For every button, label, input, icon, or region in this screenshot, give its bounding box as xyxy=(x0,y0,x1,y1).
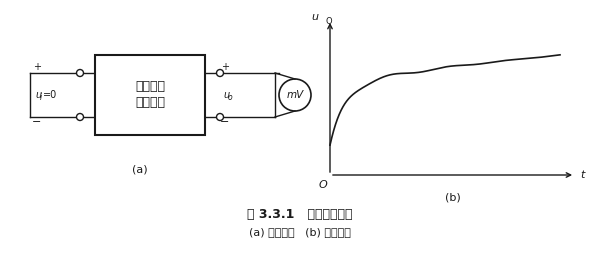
Text: (b): (b) xyxy=(445,192,460,202)
Text: (a) 测试电路   (b) 测试结果: (a) 测试电路 (b) 测试结果 xyxy=(249,227,351,237)
Text: 图 3.3.1   零点漂移现象: 图 3.3.1 零点漂移现象 xyxy=(247,208,353,221)
Circle shape xyxy=(217,113,223,120)
Text: +: + xyxy=(33,62,41,72)
Text: O: O xyxy=(319,180,328,190)
Text: mV: mV xyxy=(286,90,304,100)
Text: u: u xyxy=(311,12,318,22)
Circle shape xyxy=(279,79,311,111)
Text: −: − xyxy=(32,117,41,127)
Text: o: o xyxy=(228,93,233,102)
Text: u: u xyxy=(35,90,41,100)
Text: t: t xyxy=(580,170,584,180)
Text: 放大电路: 放大电路 xyxy=(135,96,165,110)
Circle shape xyxy=(77,69,83,76)
Text: u: u xyxy=(223,90,229,100)
Text: =0: =0 xyxy=(43,90,57,100)
Circle shape xyxy=(77,113,83,120)
Text: O: O xyxy=(325,16,332,25)
Text: 直接耦合: 直接耦合 xyxy=(135,80,165,93)
Text: +: + xyxy=(221,62,229,72)
Text: i: i xyxy=(40,93,42,102)
Circle shape xyxy=(217,69,223,76)
Bar xyxy=(95,55,205,135)
Text: (a): (a) xyxy=(132,165,148,175)
Text: −: − xyxy=(220,117,230,127)
